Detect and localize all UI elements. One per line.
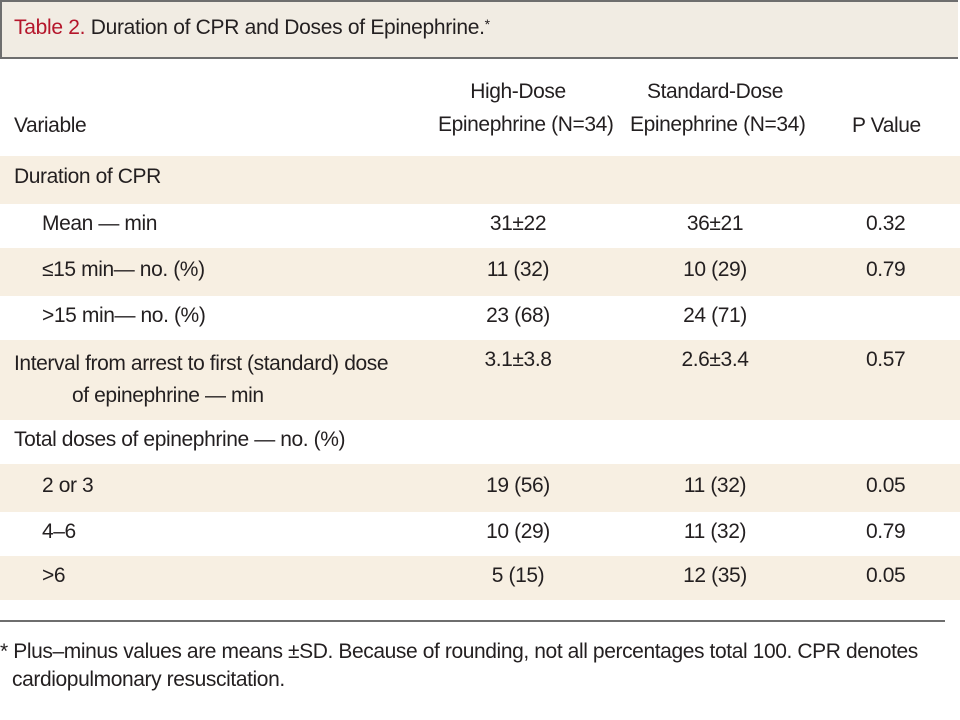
row-variable: 2 or 3 [42, 474, 94, 497]
row-variable-line2: of epinephrine — min [72, 384, 264, 407]
table-number: Table 2. [14, 16, 86, 39]
footnote-marker: * [484, 16, 490, 32]
row-variable: Mean — min [42, 212, 158, 235]
table-header: Variable High-Dose Epinephrine (N=34) St… [0, 59, 960, 156]
row-variable: Duration of CPR [14, 165, 161, 188]
table-body: Duration of CPR Mean — min 31±22 36±21 0… [0, 156, 960, 600]
row-high-dose: 10 (29) [486, 520, 550, 543]
header-high-dose: High-Dose Epinephrine (N=34) [438, 75, 614, 141]
table-row: >15 min— no. (%) 23 (68) 24 (71) [0, 296, 960, 340]
header-standard-dose: Standard-Dose Epinephrine (N=34) [630, 75, 806, 141]
row-p-value: 0.05 [866, 474, 906, 497]
row-high-dose: 5 (15) [491, 564, 545, 587]
row-standard-dose: 11 (32) [683, 520, 747, 543]
header-standard-dose-line2: Epinephrine (N=34) [630, 113, 806, 136]
row-variable: Total doses of epinephrine — no. (%) [14, 428, 346, 451]
row-high-dose: 19 (56) [486, 474, 550, 497]
row-variable-line1: Interval from arrest to first (standard)… [14, 352, 389, 375]
table-row: >6 5 (15) 12 (35) 0.05 [0, 556, 960, 600]
table-row: 4–6 10 (29) 11 (32) 0.79 [0, 512, 960, 556]
table-row: 2 or 3 19 (56) 11 (32) 0.05 [0, 464, 960, 512]
table-row: Interval from arrest to first (standard)… [0, 340, 960, 420]
footnote-text: * Plus–minus values are means ±SD. Becau… [0, 640, 918, 691]
row-standard-dose: 11 (32) [683, 474, 747, 497]
row-standard-dose: 24 (71) [683, 304, 747, 327]
row-p-value: 0.79 [866, 520, 906, 543]
row-p-value: 0.57 [866, 348, 906, 371]
table-title-bar: Table 2. Duration of CPR and Doses of Ep… [0, 0, 958, 59]
header-high-dose-line2: Epinephrine (N=34) [438, 113, 614, 136]
header-standard-dose-line1: Standard-Dose [646, 80, 784, 103]
table-row: Total doses of epinephrine — no. (%) [0, 420, 960, 464]
row-standard-dose: 2.6±3.4 [681, 348, 749, 371]
row-p-value: 0.05 [866, 564, 906, 587]
header-p-value: P Value [852, 114, 921, 137]
header-variable: Variable [14, 114, 87, 137]
row-variable: 4–6 [42, 520, 76, 543]
row-standard-dose: 36±21 [686, 212, 744, 235]
row-high-dose: 23 (68) [486, 304, 550, 327]
row-variable: >15 min— no. (%) [42, 304, 206, 327]
table-footnote: * Plus–minus values are means ±SD. Becau… [0, 620, 945, 694]
row-standard-dose: 12 (35) [683, 564, 747, 587]
row-high-dose: 31±22 [489, 212, 547, 235]
table-row: ≤15 min— no. (%) 11 (32) 10 (29) 0.79 [0, 248, 960, 296]
table-row: Duration of CPR [0, 156, 960, 204]
row-variable: Interval from arrest to first (standard)… [14, 348, 389, 412]
table-row: Mean — min 31±22 36±21 0.32 [0, 204, 960, 248]
header-high-dose-line1: High-Dose [470, 80, 566, 103]
row-variable: ≤15 min— no. (%) [42, 258, 205, 281]
row-standard-dose: 10 (29) [683, 258, 747, 281]
row-variable: >6 [42, 564, 66, 587]
row-high-dose: 11 (32) [486, 258, 550, 281]
row-p-value: 0.32 [866, 212, 906, 235]
table-caption: Duration of CPR and Doses of Epinephrine… [90, 16, 485, 39]
table-title: Table 2. Duration of CPR and Doses of Ep… [14, 16, 490, 40]
row-high-dose: 3.1±3.8 [484, 348, 552, 371]
row-p-value: 0.79 [866, 258, 906, 281]
